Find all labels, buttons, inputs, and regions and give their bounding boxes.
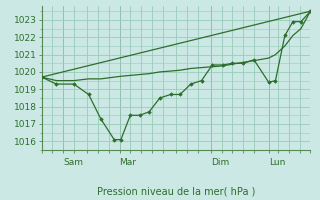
Text: Pression niveau de la mer( hPa ): Pression niveau de la mer( hPa ) [97, 186, 255, 196]
Text: Lun: Lun [269, 158, 285, 167]
Text: Dim: Dim [211, 158, 229, 167]
Text: Mar: Mar [120, 158, 137, 167]
Text: Sam: Sam [63, 158, 83, 167]
